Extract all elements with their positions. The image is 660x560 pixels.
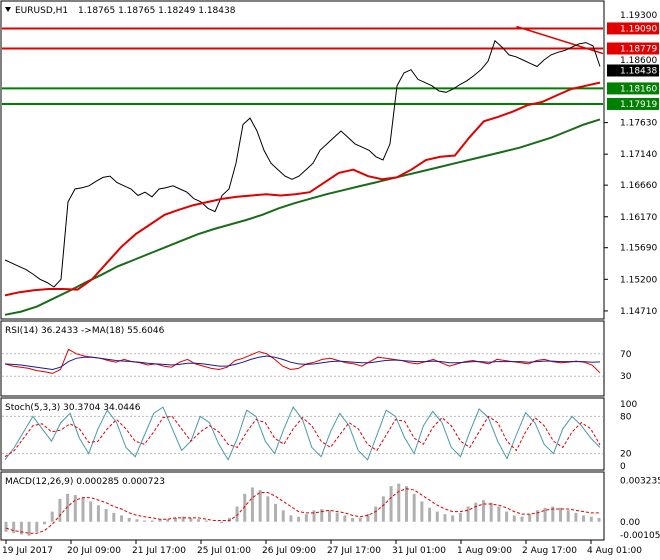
stoch-tick-label: 20 — [620, 450, 632, 460]
macd-tick-label: -0.001052 — [620, 531, 660, 541]
price-tag-bg — [607, 22, 659, 35]
trend-line[interactable] — [516, 25, 604, 55]
time-axis: 19 Jul 2017 20 Jul 09:00 21 Jul 17:00 25 Ju… — [2, 540, 642, 556]
macd-signal-line — [5, 488, 599, 534]
stoch-tick-label: 80 — [620, 412, 632, 422]
stoch-tick-label: 0 — [620, 462, 626, 472]
series-sma-slow — [4, 118, 601, 316]
x-tick-label: 20 Jul 09:00 — [67, 546, 121, 556]
rsi-panel-frame — [0, 320, 605, 397]
stoch-tick-label: 100 — [620, 400, 637, 410]
main-panel-frame — [0, 0, 605, 320]
y-tick-label: 1.17630 — [620, 119, 657, 129]
x-tick-label: 25 Jul 01:00 — [197, 546, 251, 556]
x-tick-label: 21 Jul 17:00 — [132, 546, 186, 556]
rsi-series-ma — [4, 355, 601, 371]
y-tick-label: 1.17140 — [620, 150, 657, 160]
macd-panel-frame — [0, 471, 605, 541]
price-tag-label: 1.18438 — [620, 66, 657, 76]
x-tick-label: 2 Aug 17:00 — [522, 546, 577, 556]
price-tag-label: 1.18160 — [620, 84, 657, 94]
macd-plot: 0.003235 0.00 -0.001052 — [4, 477, 660, 541]
rsi-tick-label: 30 — [620, 372, 632, 382]
macd-tick-label: 0.00 — [620, 518, 640, 528]
x-tick-label: 26 Jul 09:00 — [262, 546, 316, 556]
series-sma-mid — [4, 81, 601, 297]
main-price-plot — [2, 25, 604, 316]
rsi-label: RSI(14) 36.2433 ->MA(18) 55.6046 — [5, 326, 165, 336]
stoch-plot: 100 80 20 0 — [2, 400, 637, 472]
dropdown-triangle-icon[interactable] — [5, 7, 11, 12]
stoch-label: Stoch(5,3,3) 30.3704 34.0446 — [5, 403, 141, 413]
price-tag-label: 1.19300 — [620, 11, 657, 21]
price-tag-bg — [607, 82, 659, 95]
x-tick-label: 27 Jul 17:00 — [327, 546, 381, 556]
price-tag-label: 1.19090 — [620, 24, 657, 34]
ohlc-label: 1.18765 1.18765 1.18249 1.18438 — [78, 6, 236, 16]
price-tag-label: 1.17919 — [620, 100, 657, 110]
rsi-series-rsi — [4, 348, 601, 374]
y-tick-label: 1.15200 — [620, 275, 657, 285]
macd-tick-label: 0.003235 — [620, 477, 660, 487]
y-tick-label: 1.15690 — [620, 244, 657, 254]
stoch-series-k — [4, 406, 601, 461]
stoch-series-d — [4, 415, 601, 458]
price-tag-label: 1.18779 — [620, 44, 657, 54]
x-tick-label: 4 Aug 01:00 — [587, 546, 642, 556]
y-tick-label: 1.14710 — [620, 307, 657, 317]
rsi-plot: 70 30 — [2, 348, 632, 382]
y-tick-label: 1.16660 — [620, 181, 657, 191]
x-tick-label: 31 Jul 01:00 — [392, 546, 446, 556]
macd-label: MACD(12,26,9) 0.000285 0.000723 — [5, 477, 165, 487]
price-axis: 1.17630 1.17140 1.16660 1.16170 1.15690 1.152… — [604, 11, 659, 317]
price-tag-label: 1.18600 — [620, 56, 657, 66]
rsi-tick-label: 70 — [620, 350, 632, 360]
symbol-label: EURUSD,H1 — [15, 6, 68, 16]
x-tick-label: 1 Aug 09:00 — [457, 546, 512, 556]
series-close — [4, 39, 601, 288]
x-tick-label: 19 Jul 2017 — [2, 546, 53, 556]
price-tag-bg — [607, 42, 659, 55]
price-tag-bg — [607, 97, 659, 110]
stoch-panel-frame — [0, 397, 605, 471]
price-tag-bg — [607, 64, 659, 77]
y-tick-label: 1.16170 — [620, 213, 657, 223]
